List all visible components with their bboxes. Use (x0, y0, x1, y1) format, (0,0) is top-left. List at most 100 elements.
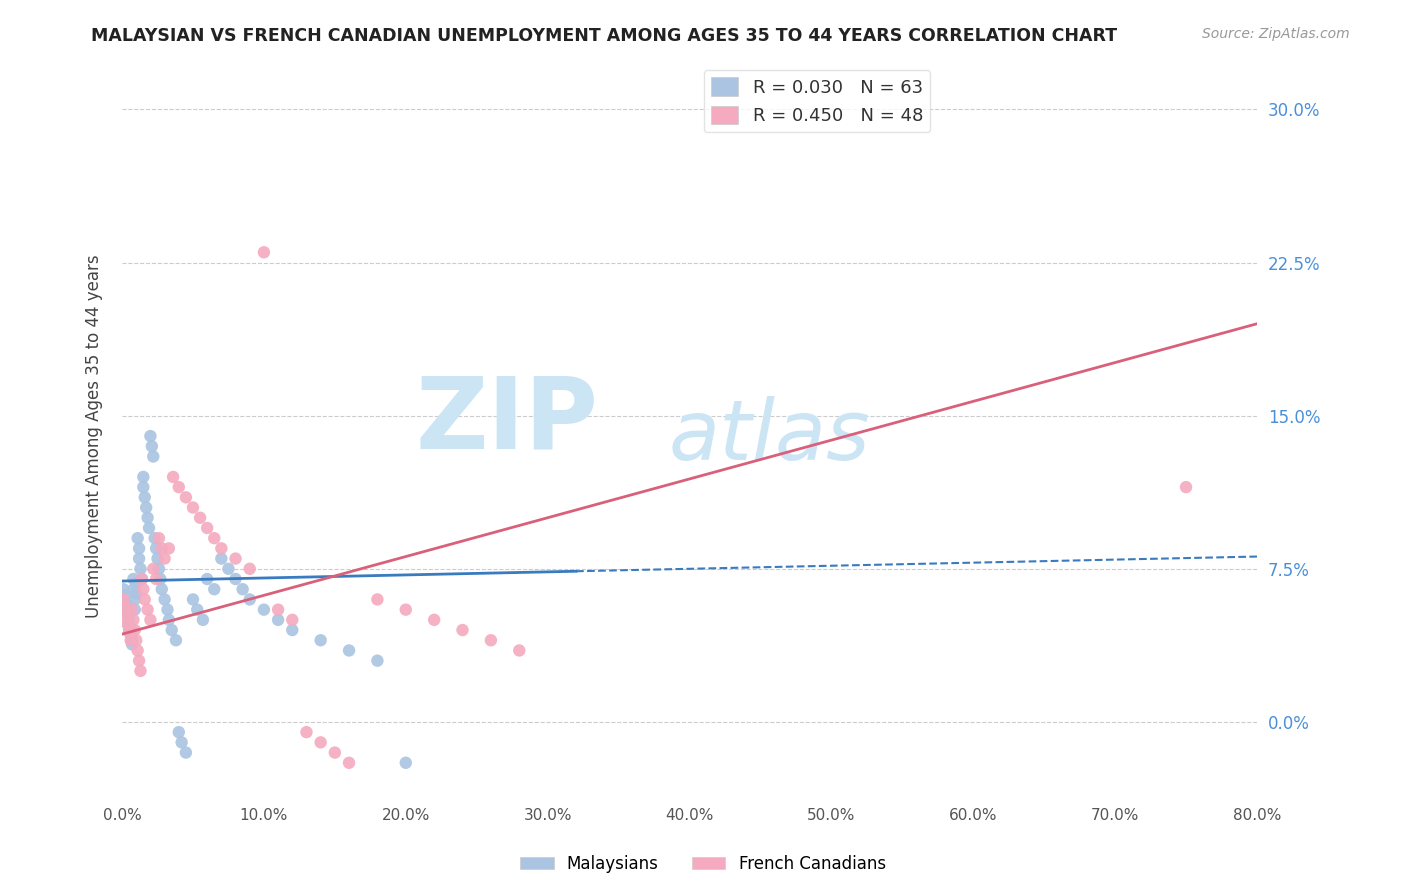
Point (295, 725, 318, 739)
Point (239, 562, 262, 576)
Point (281, 613, 304, 627)
Point (135, 500, 157, 515)
Point (181, 592, 204, 607)
Point (157, 613, 180, 627)
Point (117, 616, 139, 631)
Point (132, 480, 155, 494)
Point (323, 746, 346, 760)
Point (209, 551, 232, 566)
Point (115, 597, 138, 611)
Point (124, 602, 146, 616)
Point (139, 429, 162, 443)
Point (121, 637, 143, 651)
Point (202, 531, 225, 545)
Point (125, 633, 148, 648)
Legend: R = 0.030   N = 63, R = 0.450   N = 48: R = 0.030 N = 63, R = 0.450 N = 48 (704, 70, 931, 132)
Text: Source: ZipAtlas.com: Source: ZipAtlas.com (1202, 27, 1350, 41)
Point (121, 633, 143, 648)
Point (281, 623, 304, 637)
Point (395, 602, 418, 616)
Point (309, 735, 332, 749)
Point (195, 572, 218, 586)
Point (143, 531, 166, 545)
Point (170, 735, 193, 749)
Point (115, 602, 138, 616)
Point (148, 531, 170, 545)
Point (174, 491, 197, 505)
Point (129, 664, 152, 678)
Point (136, 602, 159, 616)
Point (136, 510, 159, 524)
Point (157, 541, 180, 556)
Point (267, 613, 290, 627)
Point (239, 592, 262, 607)
Point (186, 602, 208, 616)
Point (174, 746, 197, 760)
Point (142, 450, 165, 464)
Point (131, 572, 153, 586)
Point (114, 588, 136, 602)
Point (165, 633, 187, 648)
Point (120, 621, 142, 635)
Legend: Malaysians, French Canadians: Malaysians, French Canadians (513, 848, 893, 880)
Point (146, 551, 169, 566)
Point (127, 643, 149, 657)
Point (149, 572, 172, 586)
Point (134, 491, 156, 505)
Point (120, 627, 142, 641)
Point (124, 592, 146, 607)
Point (138, 521, 160, 535)
Point (141, 439, 163, 453)
Point (122, 572, 145, 586)
Point (125, 576, 148, 591)
Point (395, 756, 418, 770)
Point (148, 562, 170, 576)
Point (128, 551, 150, 566)
Point (112, 592, 135, 607)
Point (125, 586, 148, 600)
Point (120, 633, 142, 648)
Point (139, 613, 162, 627)
Point (366, 592, 388, 607)
Point (337, 756, 360, 770)
Point (195, 521, 218, 535)
Point (217, 562, 239, 576)
Point (160, 623, 183, 637)
Text: atlas: atlas (668, 395, 870, 476)
Point (124, 623, 146, 637)
Point (128, 541, 150, 556)
Point (202, 582, 225, 597)
Point (127, 531, 149, 545)
Point (132, 470, 155, 484)
Text: MALAYSIAN VS FRENCH CANADIAN UNEMPLOYMENT AMONG AGES 35 TO 44 YEARS CORRELATION : MALAYSIAN VS FRENCH CANADIAN UNEMPLOYMEN… (91, 27, 1118, 45)
Point (479, 633, 502, 648)
Point (145, 572, 167, 586)
Point (121, 602, 143, 616)
Point (188, 510, 211, 524)
Point (150, 582, 173, 597)
Point (150, 541, 173, 556)
Point (337, 643, 360, 657)
Point (131, 572, 153, 586)
Point (366, 654, 388, 668)
Point (225, 551, 247, 566)
Point (132, 582, 155, 597)
Point (153, 551, 176, 566)
Point (191, 613, 214, 627)
Point (142, 562, 165, 576)
Point (145, 541, 167, 556)
Point (309, 633, 332, 648)
Text: ZIP: ZIP (416, 373, 599, 470)
Point (129, 562, 152, 576)
Y-axis label: Unemployment Among Ages 35 to 44 years: Unemployment Among Ages 35 to 44 years (86, 254, 103, 618)
Point (253, 602, 276, 616)
Point (134, 592, 156, 607)
Point (451, 623, 474, 637)
Point (153, 592, 176, 607)
Point (128, 654, 150, 668)
Point (423, 613, 446, 627)
Point (117, 607, 139, 621)
Point (508, 643, 530, 657)
Point (112, 582, 135, 597)
Point (156, 602, 179, 616)
